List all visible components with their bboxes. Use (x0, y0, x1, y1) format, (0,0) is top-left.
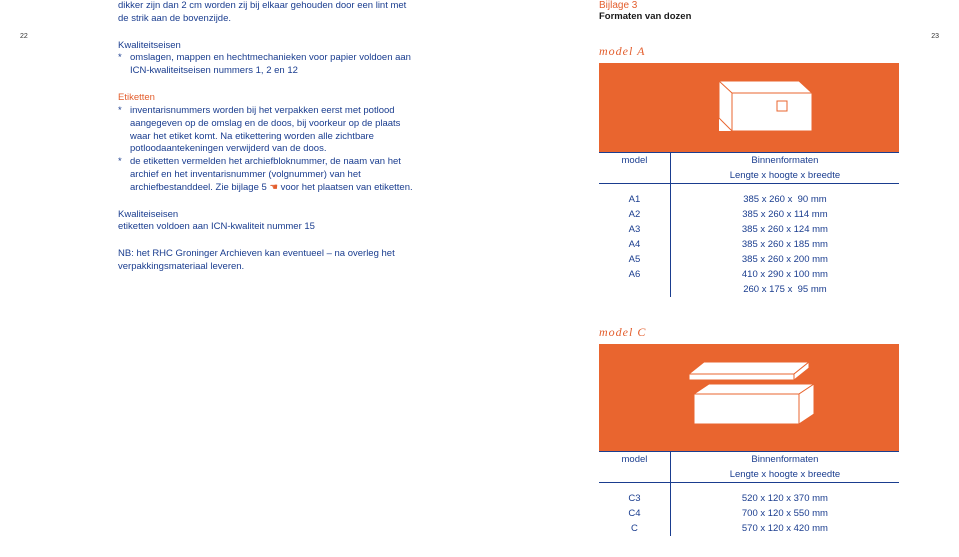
model-a-illustration (599, 63, 899, 152)
cell-dim: 385 x 260 x 90 mm (670, 184, 899, 208)
th-sub: Lengte x hoogte x breedte (670, 467, 899, 483)
th-empty (599, 467, 670, 483)
table-model-a: model Binnenformaten Lengte x hoogte x b… (599, 152, 899, 297)
bullet-star-icon: * (118, 156, 130, 194)
cell-dim: 385 x 260 x 114 mm (670, 207, 899, 222)
table-row: 260 x 175 x 95 mm (599, 282, 899, 297)
etiketten-bullet-2-text: de etiketten vermelden het archiefbloknu… (130, 156, 418, 194)
table-header-row: model Binnenformaten (599, 153, 899, 169)
cell-model: C (599, 521, 670, 536)
table-row: A4385 x 260 x 185 mm (599, 237, 899, 252)
etiketten-heading: Etiketten (118, 92, 418, 105)
kwal1-bullet: * omslagen, mappen en hechtmechanieken v… (118, 52, 418, 78)
bijlage-title: Bijlage 3 (599, 0, 899, 11)
th-model: model (599, 153, 670, 169)
etiketten-bullet-1: * inventarisnummers worden bij het verpa… (118, 105, 418, 156)
table-row: A1385 x 260 x 90 mm (599, 184, 899, 208)
cell-model: A2 (599, 207, 670, 222)
left-column: dikker zijn dan 2 cm worden zij bij elka… (118, 0, 418, 288)
cell-dim: 700 x 120 x 550 mm (670, 506, 899, 521)
table-subheader-row: Lengte x hoogte x breedte (599, 467, 899, 483)
table-row: C4700 x 120 x 550 mm (599, 506, 899, 521)
kwaliteiseisen-heading-2: Kwaliteiseisen (118, 209, 418, 222)
cell-model: C3 (599, 483, 670, 507)
model-c-illustration (599, 344, 899, 451)
th-model: model (599, 452, 670, 468)
cell-model: A3 (599, 222, 670, 237)
table-row: C3520 x 120 x 370 mm (599, 483, 899, 507)
table-row: A3385 x 260 x 124 mm (599, 222, 899, 237)
nb-text: NB: het RHC Groninger Archieven kan even… (118, 248, 418, 274)
model-a-heading: model A (599, 44, 899, 59)
cell-dim: 570 x 120 x 420 mm (670, 521, 899, 536)
th-sub: Lengte x hoogte x breedte (670, 168, 899, 184)
kwal1-bullet-text: omslagen, mappen en hechtmechanieken voo… (130, 52, 418, 78)
cell-dim: 260 x 175 x 95 mm (670, 282, 899, 297)
th-format: Binnenformaten (670, 452, 899, 468)
cell-model: A4 (599, 237, 670, 252)
hand-icon: ☚ (269, 182, 278, 195)
table-model-c: model Binnenformaten Lengte x hoogte x b… (599, 451, 899, 536)
th-empty (599, 168, 670, 184)
bullet-star-icon: * (118, 105, 130, 156)
table-subheader-row: Lengte x hoogte x breedte (599, 168, 899, 184)
right-column: Bijlage 3 Formaten van dozen model A (599, 0, 899, 536)
table-row: C570 x 120 x 420 mm (599, 521, 899, 536)
cell-dim: 410 x 290 x 100 mm (670, 267, 899, 282)
page-number-left: 22 (20, 33, 28, 40)
bullet-star-icon: * (118, 52, 130, 78)
table-row: A5385 x 260 x 200 mm (599, 252, 899, 267)
intro-text: dikker zijn dan 2 cm worden zij bij elka… (118, 0, 418, 26)
etiketten-bullet-2b: voor het plaatsen van etiketten. (281, 182, 413, 193)
box-c-svg (599, 344, 899, 451)
kwaliteitseisen-heading-1: Kwaliteitseisen (118, 40, 418, 53)
table-row: A6410 x 290 x 100 mm (599, 267, 899, 282)
cell-model: C4 (599, 506, 670, 521)
cell-dim: 385 x 260 x 124 mm (670, 222, 899, 237)
etiketten-bullet-2: * de etiketten vermelden het archiefblok… (118, 156, 418, 194)
cell-dim: 520 x 120 x 370 mm (670, 483, 899, 507)
table-row: A2385 x 260 x 114 mm (599, 207, 899, 222)
th-format: Binnenformaten (670, 153, 899, 169)
cell-dim: 385 x 260 x 200 mm (670, 252, 899, 267)
page-number-right: 23 (931, 33, 939, 40)
bijlage-subtitle: Formaten van dozen (599, 11, 899, 22)
cell-model (599, 282, 670, 297)
cell-model: A5 (599, 252, 670, 267)
etiketten-bullet-1-text: inventarisnummers worden bij het verpakk… (130, 105, 418, 156)
model-c-heading: model C (599, 325, 899, 340)
cell-dim: 385 x 260 x 185 mm (670, 237, 899, 252)
box-a-svg (599, 63, 899, 152)
table-header-row: model Binnenformaten (599, 452, 899, 468)
cell-model: A6 (599, 267, 670, 282)
kwal2-line: etiketten voldoen aan ICN-kwaliteit numm… (118, 221, 418, 234)
cell-model: A1 (599, 184, 670, 208)
